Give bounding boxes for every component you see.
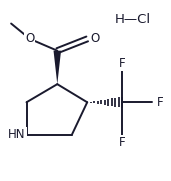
Text: F: F bbox=[119, 57, 126, 70]
Text: HN: HN bbox=[8, 128, 26, 141]
Text: F: F bbox=[157, 96, 163, 109]
Text: O: O bbox=[25, 32, 35, 45]
Text: F: F bbox=[119, 136, 126, 149]
Text: O: O bbox=[90, 32, 100, 45]
Text: H—Cl: H—Cl bbox=[115, 13, 151, 26]
Polygon shape bbox=[54, 51, 61, 84]
